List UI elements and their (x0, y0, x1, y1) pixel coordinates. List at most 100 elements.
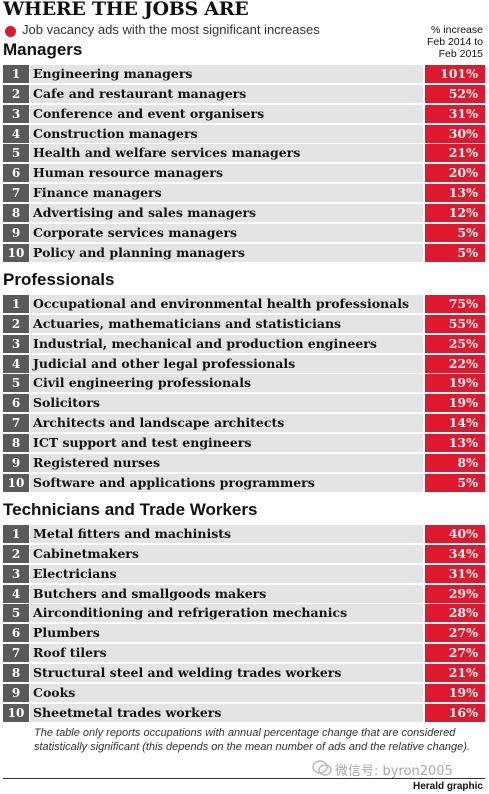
rank: 7 (3, 644, 29, 663)
rank: 2 (3, 314, 29, 333)
occupation: Registered nurses (30, 453, 423, 472)
increase: 22% (425, 354, 485, 373)
column-header: % increase (431, 24, 483, 36)
occupation: Cabinetmakers (30, 544, 423, 563)
rank: 6 (3, 164, 29, 183)
rank: 4 (3, 124, 29, 143)
increase: 52% (425, 84, 485, 103)
title: WHERE THE JOBS ARE (3, 0, 249, 20)
occupation: Advertising and sales managers (30, 203, 423, 222)
occupation: Cooks (30, 683, 423, 702)
credit: Herald graphic (412, 781, 483, 792)
occupation: Corporate services managers (30, 223, 423, 242)
occupation: Finance managers (30, 184, 423, 203)
bottom-rule (3, 778, 485, 779)
increase: 75% (425, 295, 485, 313)
increase: 31% (425, 564, 485, 583)
rank: 4 (3, 354, 29, 373)
rank: 2 (3, 84, 29, 103)
increase: 31% (425, 104, 485, 123)
increase: 13% (425, 433, 485, 452)
subtitle: Job vacancy ads with the most significan… (22, 22, 320, 37)
rank: 3 (3, 334, 29, 353)
rank: 6 (3, 394, 29, 413)
increase: 40% (425, 525, 485, 543)
section-title: Professionals (3, 270, 115, 289)
increase: 101% (425, 65, 485, 83)
section-title: Technicians and Trade Workers (3, 500, 258, 519)
occupation: Health and welfare services managers (30, 144, 423, 163)
increase: 30% (425, 124, 485, 143)
rank: 5 (3, 374, 29, 393)
watermark-icon (312, 760, 332, 776)
occupation: Butchers and smallgoods makers (30, 584, 423, 603)
occupation: Software and applications programmers (30, 473, 423, 492)
increase: 25% (425, 334, 485, 353)
occupation: Roof tilers (30, 644, 423, 663)
occupation: Architects and landscape architects (30, 414, 423, 433)
increase: 5% (425, 243, 485, 262)
increase: 12% (425, 203, 485, 222)
section-title: Managers (3, 40, 83, 59)
occupation: Actuaries, mathematicians and statistici… (30, 314, 423, 333)
occupation: ICT support and test engineers (30, 433, 423, 452)
occupation: Electricians (30, 564, 423, 583)
occupation: Civil engineering professionals (30, 374, 423, 393)
occupation: Cafe and restaurant managers (30, 84, 423, 103)
rank: 7 (3, 414, 29, 433)
column-header: Feb 2014 to (426, 36, 483, 48)
rank: 1 (3, 295, 29, 313)
increase: 21% (425, 663, 485, 682)
occupation: Occupational and environmental health pr… (30, 295, 423, 313)
occupation: Structural steel and welding trades work… (30, 663, 423, 682)
occupation: Plumbers (30, 624, 423, 643)
increase: 34% (425, 544, 485, 563)
bullet-dot (5, 26, 16, 37)
increase: 5% (425, 223, 485, 242)
rank: 1 (3, 525, 29, 543)
occupation: Judicial and other legal professionals (30, 354, 423, 373)
occupation: Human resource managers (30, 164, 423, 183)
increase: 5% (425, 473, 485, 492)
rank: 1 (3, 65, 29, 83)
rank: 9 (3, 223, 29, 242)
occupation: Airconditioning and refrigeration mechan… (30, 604, 423, 623)
rank: 10 (3, 703, 29, 722)
rank: 6 (3, 624, 29, 643)
occupation: Engineering managers (30, 65, 423, 83)
increase: 29% (425, 584, 485, 603)
rank: 5 (3, 604, 29, 623)
rank: 8 (3, 203, 29, 222)
rank: 7 (3, 184, 29, 203)
increase: 21% (425, 144, 485, 163)
occupation: Metal fitters and machinists (30, 525, 423, 543)
increase: 27% (425, 624, 485, 643)
rank: 3 (3, 564, 29, 583)
watermark: 微信号: byron2005 (335, 764, 453, 779)
rank: 10 (3, 243, 29, 262)
rank: 9 (3, 683, 29, 702)
rank: 2 (3, 544, 29, 563)
rank: 3 (3, 104, 29, 123)
rank: 8 (3, 663, 29, 682)
occupation: Policy and planning managers (30, 243, 423, 262)
increase: 20% (425, 164, 485, 183)
occupation: Industrial, mechanical and production en… (30, 334, 423, 353)
increase: 14% (425, 414, 485, 433)
occupation: Sheetmetal trades workers (30, 703, 423, 722)
occupation: Construction managers (30, 124, 423, 143)
increase: 19% (425, 394, 485, 413)
increase: 27% (425, 644, 485, 663)
rank: 8 (3, 433, 29, 452)
increase: 28% (425, 604, 485, 623)
occupation: Conference and event organisers (30, 104, 423, 123)
rank: 4 (3, 584, 29, 603)
increase: 16% (425, 703, 485, 722)
increase: 19% (425, 374, 485, 393)
increase: 19% (425, 683, 485, 702)
rank: 9 (3, 453, 29, 472)
occupation: Solicitors (30, 394, 423, 413)
column-header: Feb 2015 (438, 48, 483, 60)
rank: 5 (3, 144, 29, 163)
